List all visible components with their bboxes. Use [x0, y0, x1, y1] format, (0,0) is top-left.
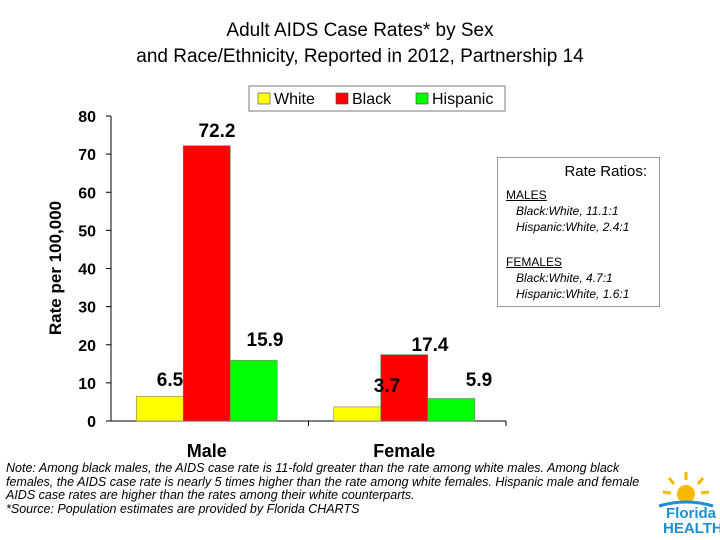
females-ratio-1: Black:White, 4.7:1 — [516, 271, 613, 285]
males-ratio-2: Hispanic:White, 2.4:1 — [516, 220, 630, 234]
y-tick-label: 70 — [78, 147, 96, 164]
females-label: FEMALES — [506, 255, 563, 269]
legend-label-hispanic: Hispanic — [432, 91, 493, 108]
data-label-black-female: 17.4 — [412, 335, 449, 356]
chart-title: Adult AIDS Case Rates* by Sex and Race/E… — [0, 18, 720, 70]
bar-black-male — [182, 145, 231, 422]
legend-swatch-hispanic — [415, 92, 429, 105]
logo-line-2: HEALTH — [663, 520, 720, 537]
y-tick-label: 10 — [78, 376, 96, 393]
legend-swatch-white — [257, 92, 271, 105]
y-axis-title: Rate per 100,000 — [46, 201, 65, 335]
y-tick-label: 50 — [78, 223, 96, 240]
y-tick-label: 0 — [87, 414, 96, 431]
data-label-white-male: 6.5 — [157, 370, 184, 391]
y-tick-label: 30 — [78, 300, 96, 317]
florida-health-sun-icon — [658, 472, 714, 508]
y-tick-label: 20 — [78, 338, 96, 355]
rate-ratios-title: Rate Ratios: — [564, 163, 647, 180]
females-ratio-2: Hispanic:White, 1.6:1 — [516, 287, 630, 301]
legend-label-white: White — [274, 91, 315, 108]
chart-title-line-1: Adult AIDS Case Rates* by Sex — [226, 20, 494, 41]
y-tick-label: 60 — [78, 185, 96, 202]
bar-hispanic-female — [427, 398, 476, 422]
x-tick-label: Female — [373, 441, 435, 461]
legend-swatch-black — [335, 92, 349, 105]
data-label-hispanic-male: 15.9 — [247, 330, 284, 351]
chart-title-line-2: and Race/Ethnicity, Reported in 2012, Pa… — [136, 46, 584, 67]
bar-white-male — [135, 395, 184, 422]
bar-black-female — [380, 354, 429, 422]
males-ratio-1: Black:White, 11.1:1 — [516, 204, 619, 218]
males-label: MALES — [506, 188, 547, 202]
data-label-white-female: 3.7 — [374, 376, 400, 397]
bar-white-female — [333, 406, 382, 422]
note-text: Note: Among black males, the AIDS case r… — [6, 461, 640, 503]
data-label-hispanic-female: 5.9 — [466, 370, 492, 391]
rate-ratios-box: Rate Ratios: MALES Black:White, 11.1:1 H… — [497, 157, 660, 307]
y-tick-label: 40 — [78, 262, 96, 279]
source-text: *Source: Population estimates are provid… — [6, 501, 360, 516]
logo-line-1: Florida — [665, 505, 716, 522]
legend-label-black: Black — [352, 91, 392, 108]
y-tick-label: 80 — [78, 109, 96, 126]
x-tick-label: Male — [187, 441, 227, 461]
legend-box — [248, 85, 506, 112]
data-label-black-male: 72.2 — [199, 121, 236, 142]
bar-hispanic-male — [229, 360, 278, 422]
footnote: Note: Among black males, the AIDS case r… — [6, 461, 656, 516]
